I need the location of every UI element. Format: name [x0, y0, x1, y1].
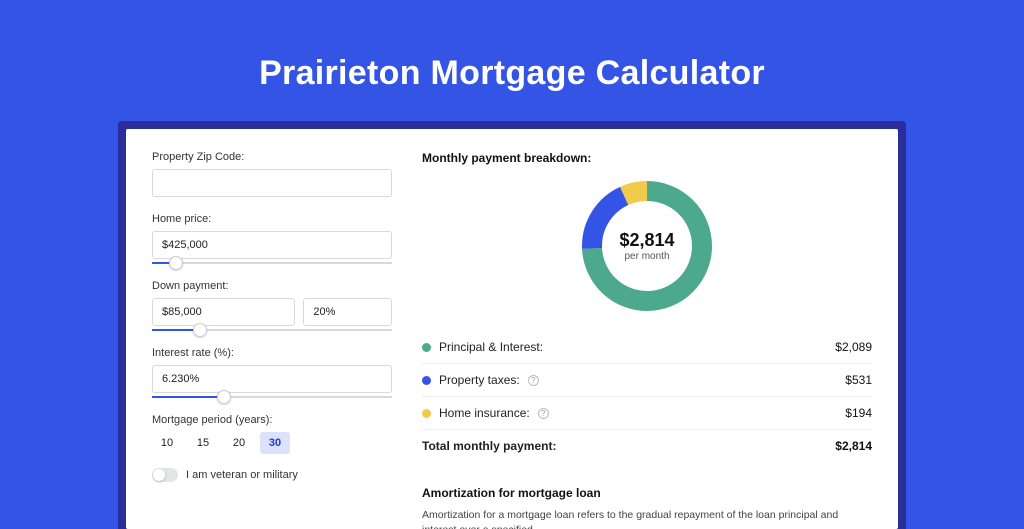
amortization-title: Amortization for mortgage loan	[422, 486, 872, 500]
interest-input[interactable]	[152, 365, 392, 393]
home-price-slider[interactable]	[152, 262, 392, 264]
legend-label: Home insurance:	[439, 406, 530, 420]
home-price-slider-thumb[interactable]	[169, 256, 183, 270]
home-price-input[interactable]	[152, 231, 392, 259]
amortization-section: Amortization for mortgage loan Amortizat…	[422, 486, 872, 529]
donut-sub: per month	[624, 251, 669, 262]
down-payment-field-group: Down payment:	[152, 280, 392, 331]
donut-center-label: $2,814 per month	[582, 181, 712, 311]
page-title: Prairieton Mortgage Calculator	[0, 54, 1024, 93]
zip-label: Property Zip Code:	[152, 151, 392, 163]
period-option-15[interactable]: 15	[188, 432, 218, 454]
amortization-text: Amortization for a mortgage loan refers …	[422, 508, 872, 529]
zip-input[interactable]	[152, 169, 392, 197]
legend-value: $531	[845, 373, 872, 387]
interest-slider[interactable]	[152, 396, 392, 398]
home-price-field-group: Home price:	[152, 213, 392, 264]
zip-field-group: Property Zip Code:	[152, 151, 392, 197]
total-row: Total monthly payment: $2,814	[422, 430, 872, 462]
veteran-toggle-knob	[153, 469, 165, 481]
info-icon[interactable]: ?	[538, 408, 549, 419]
donut-container: $2,814 per month	[422, 181, 872, 311]
donut-amount: $2,814	[619, 230, 674, 251]
veteran-toggle-row: I am veteran or military	[152, 468, 392, 482]
period-option-30[interactable]: 30	[260, 432, 290, 454]
legend-row: Principal & Interest: $2,089	[422, 331, 872, 364]
breakdown-title: Monthly payment breakdown:	[422, 151, 872, 165]
calculator-panel: Property Zip Code: Home price: Down paym…	[126, 129, 898, 529]
legend-value: $194	[845, 406, 872, 420]
legend-dot	[422, 376, 431, 385]
interest-slider-fill	[152, 396, 224, 398]
total-value: $2,814	[835, 439, 872, 453]
interest-slider-thumb[interactable]	[217, 390, 231, 404]
inputs-column: Property Zip Code: Home price: Down paym…	[152, 151, 392, 529]
period-option-20[interactable]: 20	[224, 432, 254, 454]
breakdown-column: Monthly payment breakdown: $2,814 per mo…	[422, 151, 872, 529]
total-label: Total monthly payment:	[422, 439, 556, 453]
legend-dot	[422, 409, 431, 418]
period-field-group: Mortgage period (years): 10 15 20 30	[152, 414, 392, 454]
legend-label: Property taxes:	[439, 373, 520, 387]
down-payment-slider[interactable]	[152, 329, 392, 331]
period-option-10[interactable]: 10	[152, 432, 182, 454]
info-icon[interactable]: ?	[528, 375, 539, 386]
period-label: Mortgage period (years):	[152, 414, 392, 426]
legend-dot	[422, 343, 431, 352]
veteran-toggle[interactable]	[152, 468, 178, 482]
down-payment-amount-input[interactable]	[152, 298, 295, 326]
breakdown-legend: Principal & Interest: $2,089 Property taxe…	[422, 331, 872, 430]
interest-label: Interest rate (%):	[152, 347, 392, 359]
legend-value: $2,089	[835, 340, 872, 354]
down-payment-pct-input[interactable]	[303, 298, 392, 326]
legend-row: Home insurance:? $194	[422, 397, 872, 430]
down-payment-label: Down payment:	[152, 280, 392, 292]
legend-row: Property taxes:? $531	[422, 364, 872, 397]
interest-field-group: Interest rate (%):	[152, 347, 392, 398]
period-options: 10 15 20 30	[152, 432, 392, 454]
legend-label: Principal & Interest:	[439, 340, 543, 354]
down-payment-slider-thumb[interactable]	[193, 323, 207, 337]
home-price-label: Home price:	[152, 213, 392, 225]
payment-donut-chart: $2,814 per month	[582, 181, 712, 311]
veteran-label: I am veteran or military	[186, 469, 298, 481]
calculator-panel-frame: Property Zip Code: Home price: Down paym…	[118, 121, 906, 529]
